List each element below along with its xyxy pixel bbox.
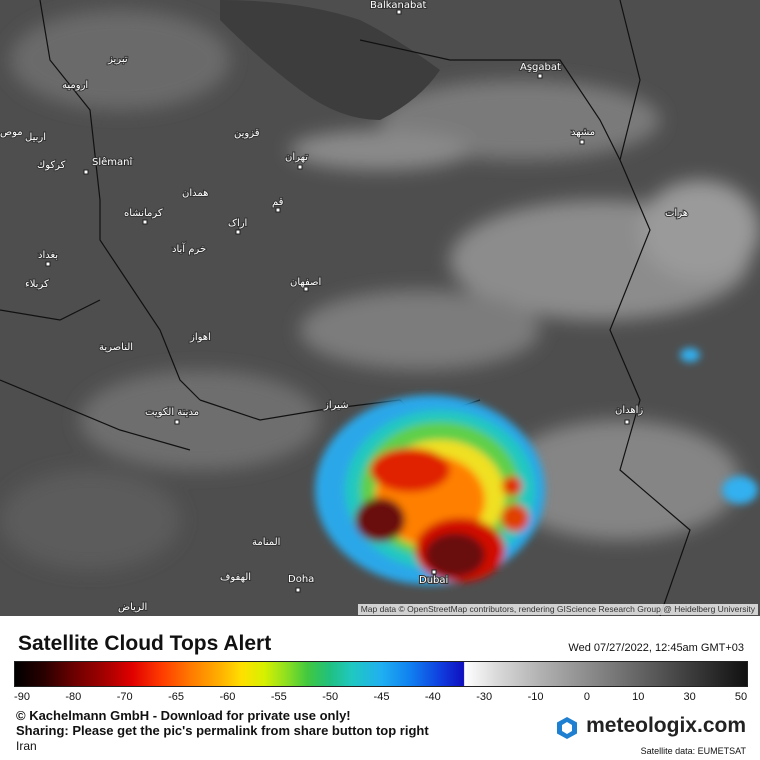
city-label: Dubai [419, 575, 448, 586]
city-label: کرکوك [37, 160, 66, 171]
region: Iran [16, 739, 37, 753]
brand-logo [557, 717, 577, 739]
scale-tick-label: -10 [527, 691, 544, 703]
city-label: مشهد [571, 127, 595, 138]
scale-tick-label: 0 [583, 691, 590, 703]
city-label: Doha [288, 574, 314, 585]
borders [0, 0, 691, 616]
scale-tick-label: -90 [14, 691, 30, 703]
city-label: مدينة الكويت [145, 407, 199, 418]
city-label: تبریز [107, 54, 128, 65]
color-scale [14, 661, 748, 687]
city-label: الرياض [118, 602, 147, 613]
scale-tick-label: -65 [168, 691, 185, 703]
city-label: Aşgabat [520, 62, 561, 73]
satellite-map: Balkanabat Aşgabat تبریز ارومیه موص اربی… [0, 0, 760, 616]
clouds [0, 10, 760, 570]
storm-cells [315, 348, 758, 585]
scale-tick-label: 30 [683, 691, 696, 703]
city-labels: Balkanabat Aşgabat تبریز ارومیه موص اربی… [0, 0, 689, 614]
scale-tick-label: -70 [116, 691, 133, 703]
scale-tick-label: -50 [322, 691, 339, 703]
scale-tick-label: -40 [424, 691, 441, 703]
city-label: Balkanabat [370, 0, 426, 11]
city-label: زاهدان [615, 405, 643, 416]
scale-tick-label: -80 [65, 691, 82, 703]
city-label: اهواز [189, 332, 211, 343]
color-scale-ticks: -90 -80 -70 -65 -60 -55 -50 -45 -40 -30 -10 0 10 30 50 [0, 691, 760, 705]
city-label: همدان [182, 188, 208, 199]
data-source: Satellite data: EUMETSAT [640, 746, 746, 756]
city-label: Slêmanî [92, 156, 132, 168]
city-label: قم [272, 197, 284, 208]
copyright: © Kachelmann GmbH - Download for private… [16, 708, 351, 723]
city-label: بغداد [38, 250, 58, 261]
scale-tick-label: 10 [632, 691, 645, 703]
scale-tick-label: 50 [734, 691, 748, 703]
city-label: المنامة [252, 537, 280, 548]
timestamp: Wed 07/27/2022, 12:45am GMT+03 [568, 642, 744, 654]
title: Satellite Cloud Tops Alert [18, 632, 272, 655]
city-dots [45, 9, 630, 593]
city-label: موص [0, 127, 23, 138]
caspian-sea [220, 0, 440, 120]
city-label: اراک [228, 218, 247, 229]
brand[interactable]: meteologix.com [586, 714, 746, 737]
city-label: قزوین [234, 128, 260, 139]
city-label: اربیل [25, 132, 46, 143]
city-label: هرات [665, 208, 688, 219]
scale-tick-label: -45 [373, 691, 390, 703]
city-label: تهران [285, 152, 308, 163]
sharing-note: Sharing: Please get the pic's permalink … [16, 723, 429, 738]
city-label: کرمانشاه [124, 208, 163, 219]
city-label: شیراز [323, 400, 349, 411]
city-label: ارومیه [62, 80, 88, 91]
scale-tick-label: -30 [476, 691, 493, 703]
city-label: الهفوف [220, 572, 251, 583]
city-label: الناصرية [99, 342, 133, 353]
scale-tick-label: -55 [270, 691, 287, 703]
city-label: اصفهان [290, 277, 321, 288]
map-attribution: Map data © OpenStreetMap contributors, r… [357, 604, 758, 615]
city-label: کربلاء [25, 279, 49, 290]
scale-tick-label: -60 [219, 691, 236, 703]
city-label: خرم آباد [172, 242, 206, 255]
